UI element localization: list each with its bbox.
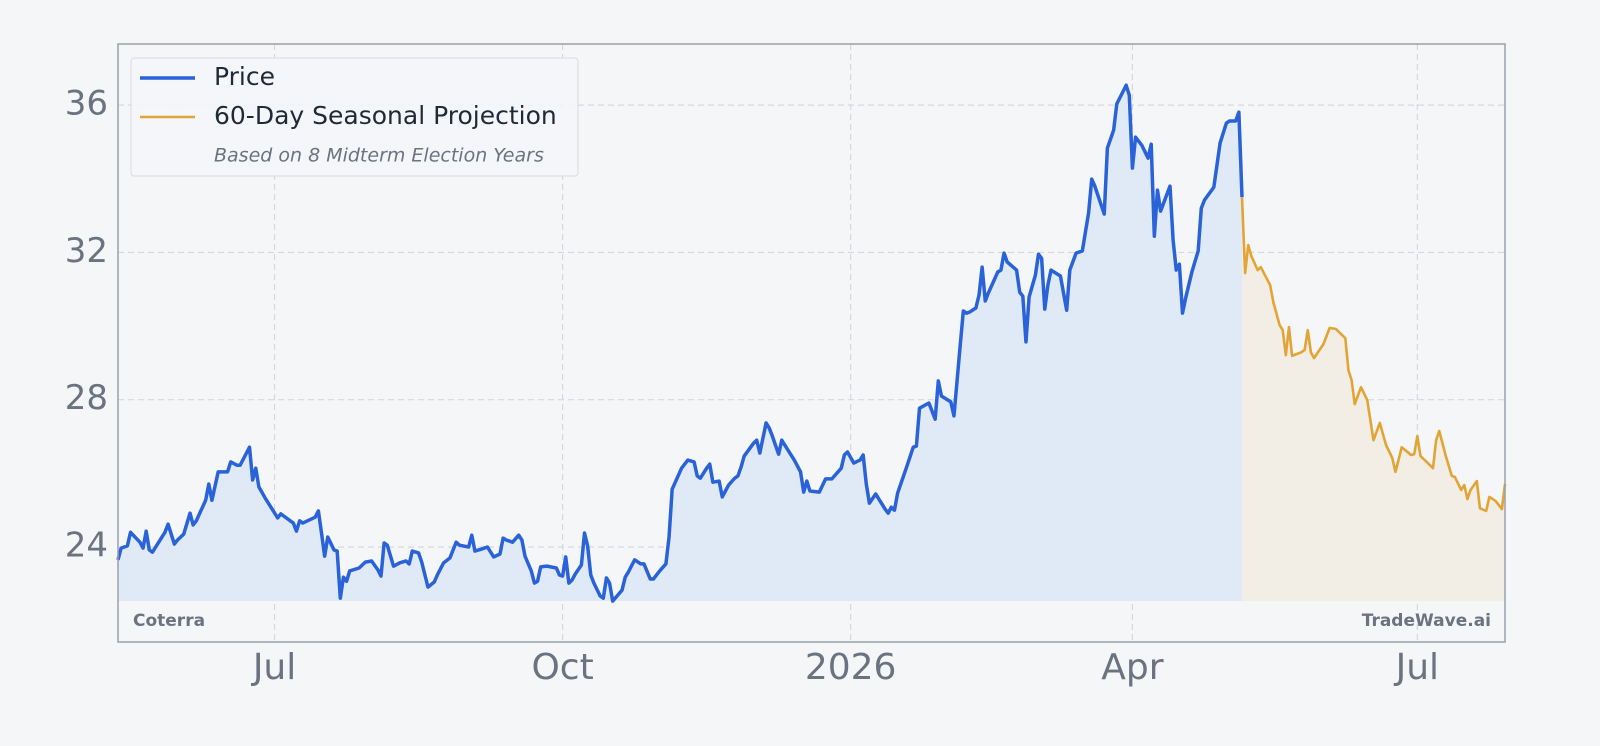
x-tick-label: Jul xyxy=(1394,647,1439,688)
y-tick-label: 28 xyxy=(65,378,108,418)
y-tick-label: 32 xyxy=(65,231,108,271)
x-tick-label: Jul xyxy=(251,647,296,688)
series-line xyxy=(116,83,1244,603)
y-tick-label: 36 xyxy=(65,84,108,124)
legend-note: Based on 8 Midterm Election Years xyxy=(214,145,544,167)
legend-label: Price xyxy=(214,62,275,91)
x-tick-label: Apr xyxy=(1101,647,1163,688)
series-line xyxy=(1240,197,1507,513)
plot-area xyxy=(116,44,1507,642)
area-fill xyxy=(118,85,1243,602)
legend: Based on 8 Midterm Election Years Price 6… xyxy=(130,57,579,177)
legend-box xyxy=(130,57,579,177)
legend-label: 60-Day Seasonal Projection xyxy=(214,101,557,130)
y-tick-label: 24 xyxy=(65,525,108,565)
watermark-right: TradeWave.ai xyxy=(1362,611,1491,631)
x-tick-label: 2026 xyxy=(805,647,897,688)
x-tick-label: Oct xyxy=(531,647,593,688)
watermark-left: Coterra xyxy=(133,611,205,631)
area-fill xyxy=(1242,197,1505,602)
plot-frame xyxy=(117,43,1506,643)
